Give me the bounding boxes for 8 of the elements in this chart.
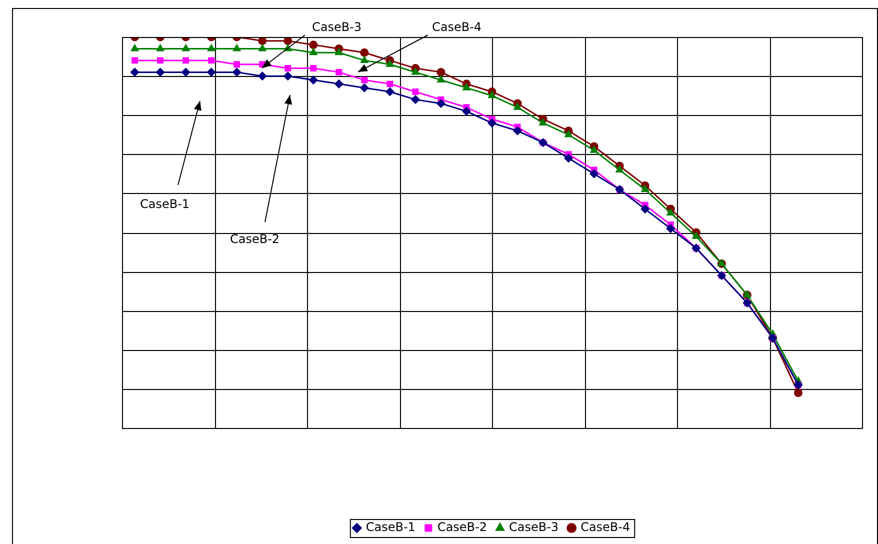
annotation: CaseB-2 [230,232,280,246]
text: CaseB-3 [312,20,362,34]
legend-label: CaseB-4 [580,520,630,534]
legend-label: CaseB-2 [437,520,488,534]
annotation: CaseB-1 [140,197,190,212]
legend-label: CaseB-1 [366,520,416,534]
legend-label: CaseB-3 [509,520,559,534]
text: CaseB-4 [432,20,482,34]
